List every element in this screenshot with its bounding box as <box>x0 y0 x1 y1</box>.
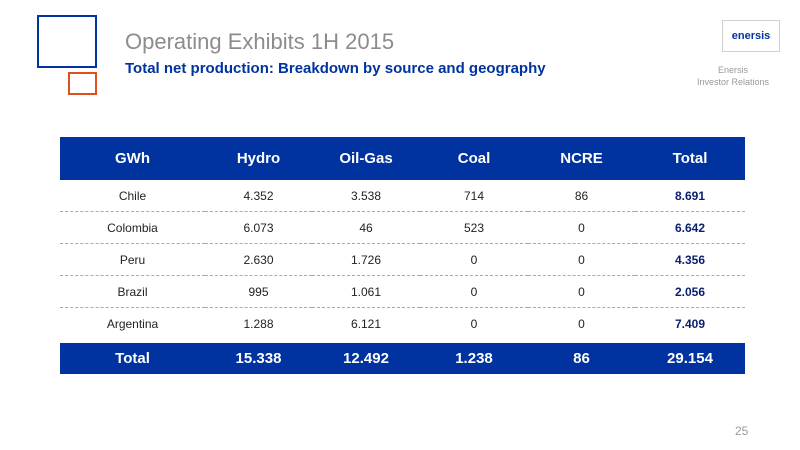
cell: 0 <box>528 211 635 244</box>
cell: 7.409 <box>674 316 706 331</box>
page-number: 25 <box>735 424 749 438</box>
cell: 8.691 <box>635 180 745 212</box>
subtitle: Total net production: Breakdown by sourc… <box>125 60 546 77</box>
cell: 1.061 <box>312 275 420 308</box>
cell: 46 <box>312 211 420 244</box>
table-row: Peru 2.630 1.726 0 0 4.356 <box>60 243 745 276</box>
cell: 714 <box>420 180 528 212</box>
total-cell: Total <box>60 339 205 374</box>
total-cell: 86 <box>528 339 635 374</box>
cell: 0 <box>420 243 528 276</box>
cell: 86 <box>528 180 635 212</box>
cell: 2.630 <box>205 243 312 276</box>
cell: 0 <box>528 275 635 308</box>
row-label: Chile <box>60 180 205 212</box>
cell: 2.056 <box>635 275 745 308</box>
total-cell: 12.492 <box>312 339 420 374</box>
table-row: Brazil 995 1.061 0 0 2.056 <box>60 275 745 308</box>
production-table: GWh Hydro Oil-Gas Coal NCRE Total Chile 4.352 3… <box>60 137 745 374</box>
column-header: GWh <box>60 137 205 180</box>
cell: 0 <box>420 275 528 308</box>
department: Investor Relations <box>696 77 770 87</box>
total-row: Total 15.338 12.492 1.238 86 29.154 <box>60 339 745 374</box>
cell: 3.538 <box>312 180 420 212</box>
cell: 0 <box>528 243 635 276</box>
cell: 6.073 <box>205 211 312 244</box>
row-label: Brazil <box>60 275 205 308</box>
title: Operating Exhibits 1H 2015 <box>125 29 395 54</box>
table-row: Colombia 6.073 46 523 0 6.642 <box>60 211 745 244</box>
total-cell: 1.238 <box>420 339 528 374</box>
cell: 4.352 <box>205 180 312 212</box>
total-cell: 29.154 <box>635 339 745 374</box>
decor-square <box>68 72 97 95</box>
column-header: Hydro <box>205 137 312 180</box>
cell: 6.642 <box>635 211 745 244</box>
table-row: Chile 4.352 3.538 714 86 8.691 <box>60 180 745 212</box>
table-row: Argentina 1.288 6.121 0 0 7.409 <box>60 308 745 342</box>
cell: 995 <box>205 275 312 308</box>
logo: enersis <box>722 20 780 52</box>
header-row: GWh Hydro Oil-Gas Coal NCRE Total <box>60 137 745 180</box>
decor-square <box>37 15 97 68</box>
company-name: Enersis <box>717 65 748 75</box>
cell: 6.121 <box>350 316 382 331</box>
column-header: Total <box>635 137 745 180</box>
total-cell: 15.338 <box>205 339 312 374</box>
cell: 0 <box>470 316 478 331</box>
row-label: Colombia <box>60 211 205 244</box>
column-header: NCRE <box>528 137 635 180</box>
column-header: Coal <box>420 137 528 180</box>
column-header: Oil-Gas <box>312 137 420 180</box>
cell: 0 <box>578 316 585 331</box>
row-label: Peru <box>60 243 205 276</box>
row-label: Argentina <box>106 316 159 331</box>
cell: 523 <box>420 211 528 244</box>
cell: 4.356 <box>635 243 745 276</box>
cell: 1.726 <box>312 243 420 276</box>
cell: 1.288 <box>243 316 274 331</box>
